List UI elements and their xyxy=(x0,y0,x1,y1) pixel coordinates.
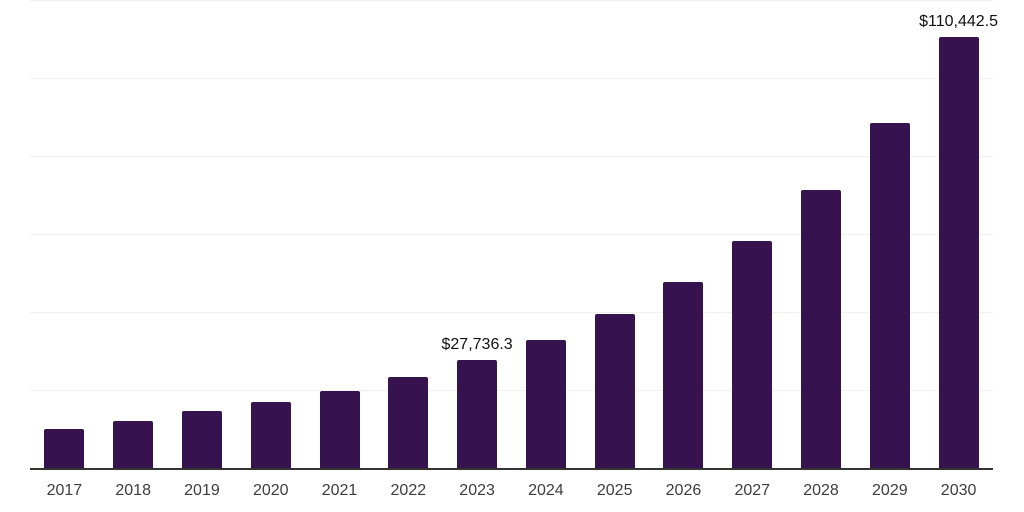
bar-2020 xyxy=(250,402,291,468)
bar-2022 xyxy=(388,377,429,468)
bar-2017 xyxy=(44,428,85,468)
gridline xyxy=(30,312,993,313)
x-tick-label-2023: 2023 xyxy=(459,482,495,499)
x-tick-label-2019: 2019 xyxy=(184,482,220,499)
gridline xyxy=(30,234,993,235)
plot-area: $27,736.3 $110,442.5 xyxy=(30,0,998,470)
x-tick-label-2030: 2030 xyxy=(940,482,977,499)
x-tick-label-2025: 2025 xyxy=(596,482,633,499)
bar-2029 xyxy=(869,123,910,468)
x-tick-label-2017: 2017 xyxy=(46,482,83,499)
x-tick-label-2018: 2018 xyxy=(115,482,151,499)
data-label-2030: $110,442.5 xyxy=(919,13,999,31)
gridline xyxy=(30,0,993,1)
x-axis-labels: 2017 2018 2019 2020 2021 2022 2023 2024 2025 2026… xyxy=(30,470,993,512)
bar-2023 xyxy=(457,359,498,468)
x-tick-label-2028: 2028 xyxy=(803,482,839,499)
x-tick-label-2020: 2020 xyxy=(252,482,289,499)
bar-2030 xyxy=(938,37,979,468)
gridline xyxy=(30,390,993,391)
x-tick-label-2024: 2024 xyxy=(528,482,564,499)
x-tick-label-2029: 2029 xyxy=(872,482,908,499)
gridline xyxy=(30,78,993,79)
bar-2027 xyxy=(732,241,773,468)
bar-2026 xyxy=(663,281,704,468)
bar-2024 xyxy=(525,340,566,468)
data-label-2023: $27,736.3 xyxy=(441,335,513,353)
x-tick-label-2026: 2026 xyxy=(665,482,702,499)
x-tick-label-2022: 2022 xyxy=(390,482,427,499)
bar-2025 xyxy=(594,313,635,468)
bar-2028 xyxy=(801,190,842,468)
x-tick-label-2021: 2021 xyxy=(321,482,358,499)
bar-2021 xyxy=(319,390,360,468)
gridline xyxy=(30,156,993,157)
bar-2019 xyxy=(181,411,222,468)
x-tick-label-2027: 2027 xyxy=(734,482,771,499)
bar-2018 xyxy=(113,421,154,468)
